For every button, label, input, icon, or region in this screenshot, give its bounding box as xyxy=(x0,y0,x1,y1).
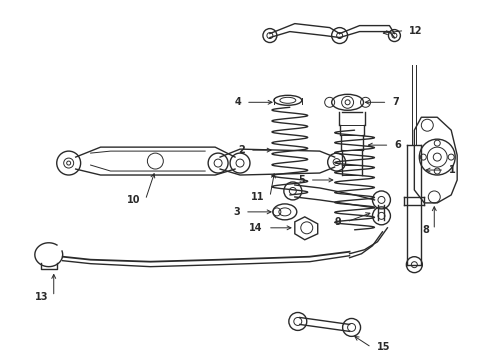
Text: 13: 13 xyxy=(35,292,49,302)
Text: 2: 2 xyxy=(238,145,245,155)
Text: 9: 9 xyxy=(335,217,342,227)
Text: 6: 6 xyxy=(394,140,401,150)
Text: 8: 8 xyxy=(422,225,429,235)
Text: 1: 1 xyxy=(449,165,456,175)
Text: 5: 5 xyxy=(298,175,305,185)
Text: 3: 3 xyxy=(233,207,240,217)
Text: 4: 4 xyxy=(234,97,241,107)
Text: 10: 10 xyxy=(127,195,141,205)
Text: 11: 11 xyxy=(251,192,265,202)
Text: 15: 15 xyxy=(376,342,390,352)
Text: 14: 14 xyxy=(249,223,263,233)
Text: 12: 12 xyxy=(409,26,423,36)
Text: 7: 7 xyxy=(392,97,399,107)
